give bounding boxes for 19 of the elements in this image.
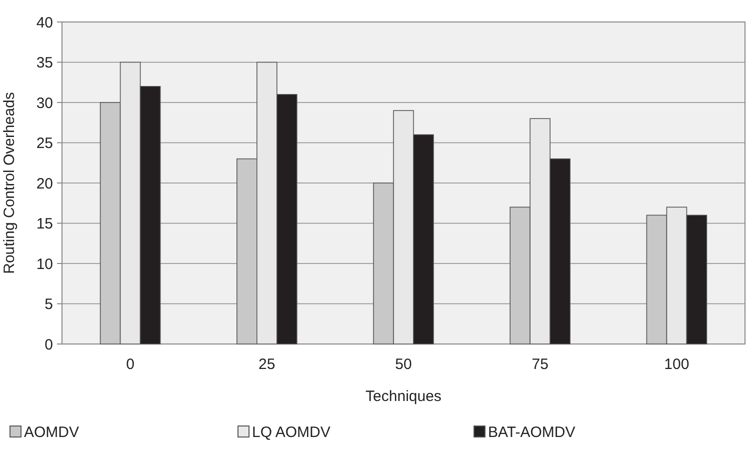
y-tick-label: 40 bbox=[36, 14, 53, 32]
y-tick-label: 30 bbox=[36, 94, 53, 112]
x-tick-label: 50 bbox=[395, 356, 412, 373]
x-tick-label: 0 bbox=[126, 356, 134, 373]
y-tick-label: 35 bbox=[36, 54, 53, 72]
y-tick-label: 0 bbox=[44, 336, 53, 354]
y-tick-label: 25 bbox=[36, 135, 53, 152]
y-tick-label: 20 bbox=[36, 175, 53, 192]
y-tick-label: 5 bbox=[44, 296, 53, 313]
y-axis-title: Routing Control Overheads bbox=[1, 92, 18, 274]
x-tick-label: 100 bbox=[664, 356, 690, 373]
legend-label: BAT-AOMDV bbox=[488, 424, 576, 441]
x-tick-label: 75 bbox=[532, 356, 548, 373]
y-tick-label: 10 bbox=[36, 256, 53, 273]
y-tick-label: 15 bbox=[36, 216, 53, 232]
legend-label: AOMDV bbox=[24, 424, 80, 441]
x-tick-label: 25 bbox=[258, 356, 276, 373]
x-axis-title: Techniques bbox=[366, 388, 442, 405]
legend-label: LQ AOMDV bbox=[252, 424, 330, 441]
